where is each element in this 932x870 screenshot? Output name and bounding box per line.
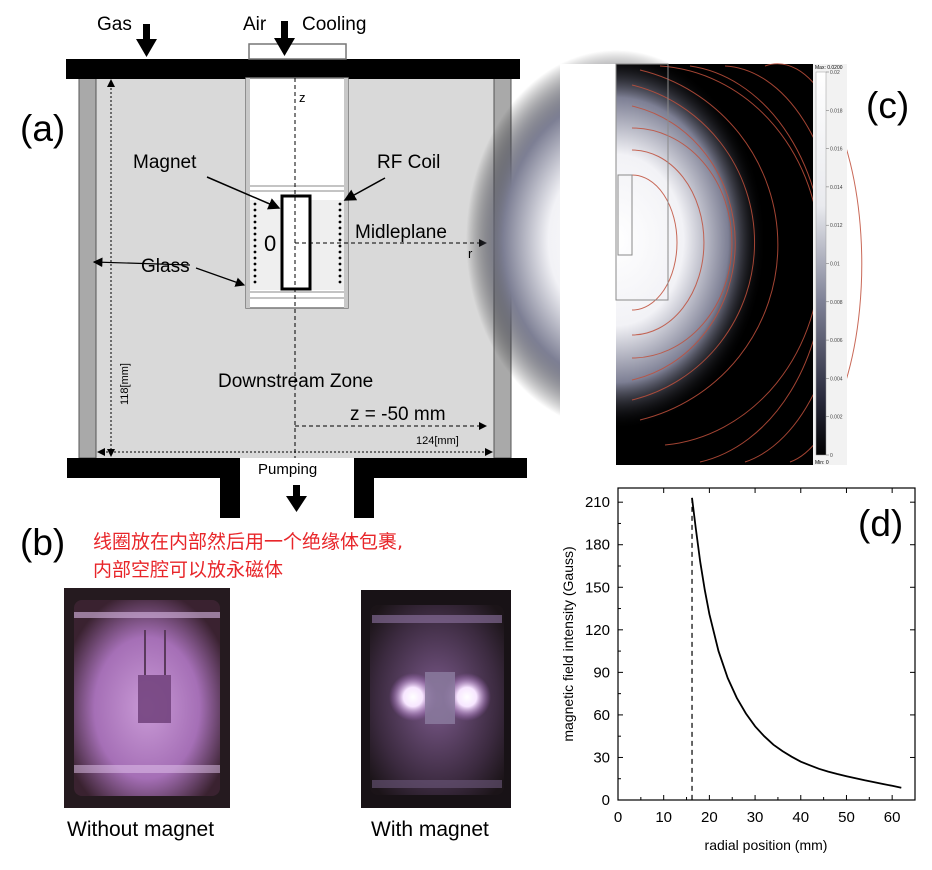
photo-without-magnet: [64, 588, 230, 808]
colorbar-tick-label: 0.018: [830, 108, 843, 114]
y-tick-label: 150: [585, 579, 610, 596]
field-curve-series: [691, 497, 902, 789]
air-arrow: [274, 21, 295, 56]
colorbar-tick-label: 0.006: [830, 338, 843, 344]
midplane-label: Midleplane: [355, 222, 447, 243]
schematic-panel: Gas Air Cooling z Magnet RF Coil 0 Midle…: [66, 14, 527, 518]
y-tick-label: 30: [593, 749, 610, 766]
y-tick-label: 120: [585, 622, 610, 639]
x-tick-label: 0: [614, 809, 622, 826]
glass-label: Glass: [141, 256, 190, 277]
panel-label-b: (b): [20, 522, 65, 563]
field-chart: 0 10 20 30 40 50 60 0 30 60 90 120 150 180 210 radial …: [560, 487, 916, 853]
note-line-1: 线圈放在内部然后用一个绝缘体包裹,: [93, 531, 404, 553]
pumping-arrow: [286, 485, 307, 512]
x-axis-label: radial position (mm): [705, 837, 828, 853]
downstream-label: Downstream Zone: [218, 371, 373, 392]
colorbar-tick-label: 0.02: [830, 70, 840, 76]
colorbar-ticks: 0.02 0.018 0.016 0.014 0.012 0.01 0.008 0.006 0.…: [826, 70, 843, 459]
caption-without-magnet: Without magnet: [67, 818, 215, 841]
top-plate: [66, 59, 520, 79]
height-dimension-label: 118[mm]: [119, 363, 131, 405]
pump-port-opening: [240, 458, 354, 478]
panel-label-d: (d): [858, 503, 903, 544]
photo-with-magnet: [361, 590, 511, 808]
x-tick-label: 50: [838, 809, 855, 826]
y-tick-label: 180: [585, 537, 610, 554]
x-tick-label: 20: [701, 809, 718, 826]
colorbar: [815, 71, 827, 456]
inner-tube-top: [248, 43, 347, 60]
x-tick-label: 30: [747, 809, 764, 826]
y-tick-label: 210: [585, 494, 610, 511]
y-tick-label: 60: [593, 707, 610, 724]
colorbar-min: Min: 0: [815, 460, 829, 466]
gas-arrow: [136, 24, 157, 57]
panel-label-c: (c): [866, 85, 909, 126]
pump-port-wall-right: [354, 472, 374, 518]
panel-label-a: (a): [20, 108, 65, 149]
colorbar-tick-label: 0: [830, 453, 833, 459]
colorbar-max: Max: 0.0200: [815, 65, 843, 71]
rf-coil-label: RF Coil: [377, 152, 440, 173]
y-tick-label: 0: [602, 792, 610, 809]
x-tick-label: 10: [655, 809, 672, 826]
x-tick-label: 40: [792, 809, 809, 826]
z-axis-label: z: [299, 90, 306, 105]
rf-coil-dots: [253, 202, 342, 284]
glass-wall-left: [78, 77, 97, 459]
caption-with-magnet: With magnet: [371, 818, 489, 841]
colorbar-tick-label: 0.016: [830, 147, 843, 153]
y-axis-label: magnetic field intensity (Gauss): [560, 546, 576, 741]
annotation-note: 线圈放在内部然后用一个绝缘体包裹, 内部空腔可以放永磁体: [93, 528, 403, 584]
cooling-label: Cooling: [302, 14, 366, 35]
inner-tube-wall-left: [246, 78, 250, 308]
colorbar-tick-label: 0.012: [830, 223, 843, 229]
chart-plot-area: [617, 487, 916, 801]
inner-tube-wall-right: [344, 78, 348, 308]
pump-port-wall-left: [220, 472, 240, 518]
colorbar-tick-label: 0.008: [830, 300, 843, 306]
field-simulation: Max: 0.0200 Min: 0 0.020.0180.0160.0140.…: [466, 50, 863, 466]
colorbar-tick-label: 0.01: [830, 262, 840, 268]
magnet-label: Magnet: [133, 152, 197, 173]
gas-label: Gas: [97, 14, 132, 35]
air-label: Air: [243, 14, 267, 35]
origin-label: 0: [264, 231, 276, 256]
pumping-label: Pumping: [258, 461, 317, 478]
z-position-label: z = -50 mm: [350, 404, 446, 425]
width-dimension-label: 124[mm]: [416, 435, 459, 447]
colorbar-tick-label: 0.004: [830, 376, 843, 382]
colorbar-tick-label: 0.002: [830, 415, 843, 421]
colorbar-tick-label: 0.014: [830, 185, 843, 191]
x-tick-label: 60: [884, 809, 901, 826]
note-line-2: 内部空腔可以放永磁体: [93, 559, 284, 581]
y-tick-label: 90: [593, 664, 610, 681]
